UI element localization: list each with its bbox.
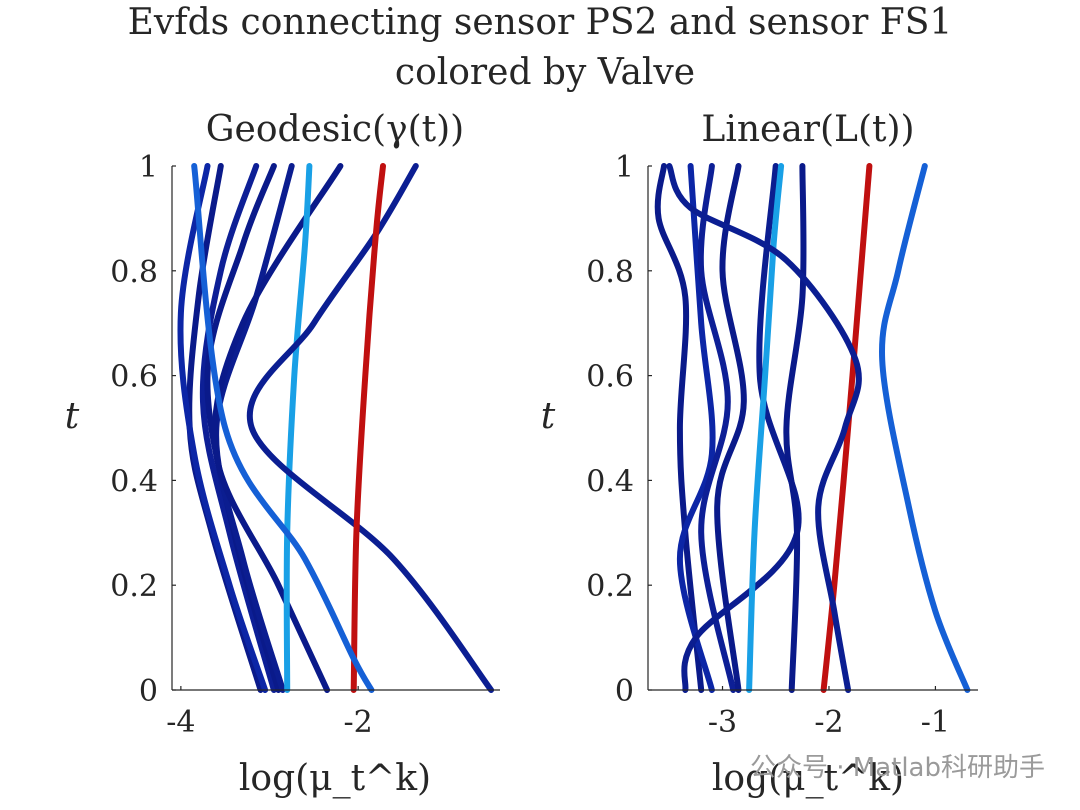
x-tick-label: -1 [921, 705, 950, 740]
figure-title-line2: colored by Valve [395, 52, 695, 93]
geodesic-curve-2 [177, 163, 269, 693]
geodesic-curve-10 [191, 163, 375, 693]
linear-panel-title: Linear(L(t)) [701, 109, 914, 150]
y-tick-label: 0.6 [110, 360, 158, 395]
y-tick-label: 0.6 [586, 360, 634, 395]
geodesic-axes: 0 0.2 0.4 0.6 0.8 1 -4 -2 [110, 150, 500, 740]
watermark-text: 公众号 · Matlab科研助手 [750, 753, 1045, 783]
geodesic-y-label: t [65, 396, 80, 437]
linear-curve-6 [783, 163, 807, 693]
geodesic-curve-7 [283, 163, 313, 693]
linear-curve-4 [714, 163, 747, 693]
geodesic-curves [177, 163, 495, 693]
linear-curve-1 [654, 163, 705, 693]
y-tick-label: 0 [139, 674, 158, 709]
geodesic-x-label: log(μ_t^k) [239, 758, 431, 799]
linear-curves [654, 163, 971, 693]
y-tick-label: 1 [139, 150, 158, 185]
x-tick-label: -2 [344, 705, 373, 740]
geodesic-curve-3 [199, 163, 277, 693]
geodesic-panel-title: Geodesic(γ(t)) [206, 109, 464, 150]
linear-y-label: t [541, 396, 556, 437]
y-tick-label: 0.2 [586, 569, 634, 604]
linear-x-label: log(μ_t^k) [712, 758, 904, 799]
x-tick-label: -2 [814, 705, 843, 740]
figure-title-line1: Evfds connecting sensor PS2 and sensor F… [128, 2, 953, 43]
x-tick-label: -3 [708, 705, 737, 740]
geodesic-curve-9 [350, 163, 386, 693]
linear-curve-3 [697, 163, 737, 693]
geodesic-curve-6 [211, 163, 344, 693]
linear-axes: 0 0.2 0.4 0.6 0.8 1 -3 -2 -1 [586, 150, 978, 740]
x-tick-label: -4 [166, 705, 195, 740]
y-tick-label: 0.8 [586, 255, 634, 290]
y-tick-label: 0.2 [110, 569, 158, 604]
geodesic-panel: Geodesic(γ(t)) t log(μ_t^k) 0 0.2 0.4 0.6 0.… [65, 109, 500, 799]
y-tick-label: 0.4 [110, 464, 158, 499]
y-tick-label: 0.8 [110, 255, 158, 290]
linear-curve-2 [676, 163, 716, 693]
linear-curve-10 [666, 163, 862, 693]
linear-curve-7 [746, 163, 785, 693]
y-tick-label: 0.4 [586, 464, 634, 499]
y-tick-label: 1 [615, 150, 634, 185]
linear-curve-9 [820, 163, 873, 693]
linear-curve-8 [879, 163, 971, 693]
linear-panel: Linear(L(t)) t log(μ_t^k) 0 0.2 0.4 0.6 0.8 1… [541, 109, 978, 799]
y-tick-label: 0 [615, 674, 634, 709]
